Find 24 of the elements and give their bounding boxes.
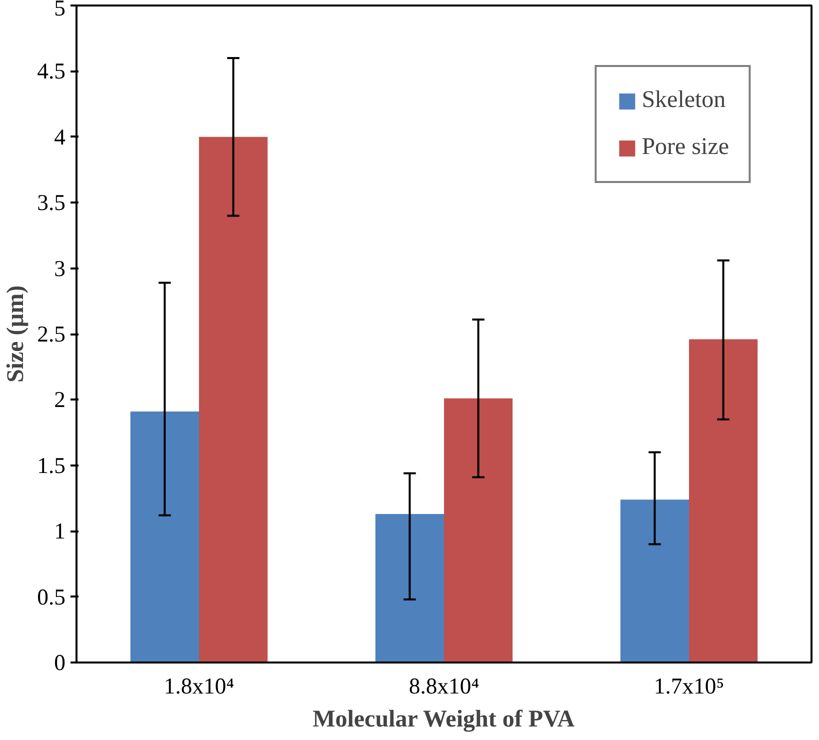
y-tick-label: 3 [54,256,66,281]
y-tick-label: 1.5 [37,452,66,478]
bar [375,514,444,662]
y-tick-label: 3.5 [37,190,66,216]
bar [620,500,689,662]
bar [130,412,199,662]
bar [689,339,758,662]
x-tick-label: 1.7x10⁵ [654,674,724,698]
x-axis-title: Molecular Weight of PVA [312,706,576,732]
legend-label: Skeleton [642,87,726,114]
y-tick-label: 0 [54,650,66,675]
x-tick-label: 8.8x10⁴ [408,674,480,698]
legend-label: Pore size [642,134,729,161]
y-tick-label: 2.5 [37,322,66,346]
y-axis-title: Size (µm) [3,285,30,383]
bar [199,136,268,662]
y-tick-label: 2 [54,387,66,412]
y-tick-label: 4.5 [37,58,66,84]
x-tick-label: 1.8x10⁴ [164,674,234,698]
y-tick-label: 4 [54,124,66,150]
y-tick-label: 1 [54,518,66,544]
y-tick-label: 5 [54,0,66,20]
y-tick-label: 0.5 [37,584,66,610]
bar [444,398,513,662]
